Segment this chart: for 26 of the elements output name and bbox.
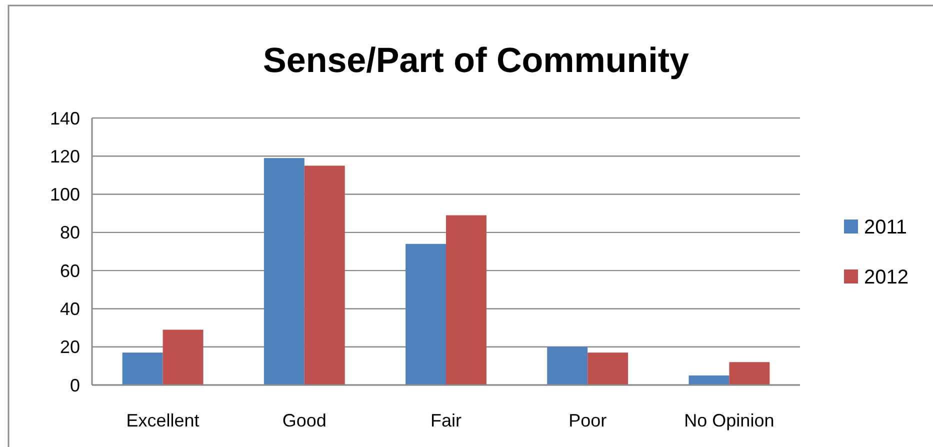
bar <box>688 375 730 385</box>
y-tick-label: 100 <box>50 184 80 205</box>
bar <box>406 244 446 385</box>
bar <box>729 362 770 385</box>
legend-label: 2011 <box>864 216 908 238</box>
y-tick-label: 140 <box>50 108 80 128</box>
x-tick-label: No Opinion <box>684 410 774 430</box>
bar <box>547 346 588 385</box>
y-tick-label: 120 <box>50 146 80 166</box>
bar <box>304 166 345 385</box>
legend-label: 2012 <box>864 266 908 288</box>
y-tick-label: 80 <box>60 222 80 243</box>
x-tick-label: Poor <box>568 410 607 430</box>
bar <box>446 215 486 385</box>
x-tick-label: Good <box>282 410 326 430</box>
y-tick-label: 20 <box>60 337 80 358</box>
x-tick-label: Fair <box>430 410 462 430</box>
bar <box>162 330 204 385</box>
y-tick-label: 0 <box>70 375 80 396</box>
y-tick-label: 40 <box>60 299 80 320</box>
bar <box>264 158 304 385</box>
chart-title: Sense/Part of Community <box>263 41 690 80</box>
y-tick-label: 60 <box>60 260 80 281</box>
bar <box>588 352 628 385</box>
x-tick-label: Excellent <box>126 410 200 430</box>
bar <box>122 352 163 385</box>
